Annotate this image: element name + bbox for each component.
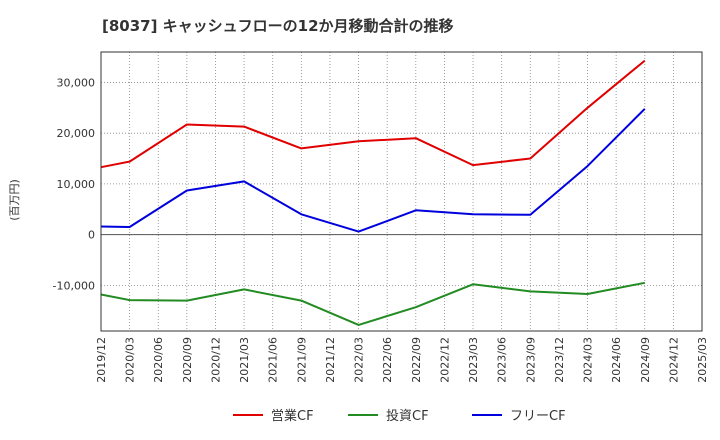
x-tick-label: 2019/12 xyxy=(95,337,108,383)
x-tick-label: 2025/03 xyxy=(696,337,709,383)
y-tick-label: -10,000 xyxy=(53,279,95,292)
y-tick-label: 20,000 xyxy=(57,127,96,140)
y-axis-label: (百万円) xyxy=(8,179,21,221)
legend-label-1: 投資CF xyxy=(386,408,429,424)
x-tick-label: 2021/06 xyxy=(267,337,280,383)
x-tick-label: 2020/03 xyxy=(124,337,137,383)
plot-frame xyxy=(100,51,703,332)
y-tick-label: 30,000 xyxy=(57,76,96,89)
x-tick-label: 2021/09 xyxy=(295,337,308,383)
x-tick-label: 2024/12 xyxy=(667,337,680,383)
x-axis-ticks: 2019/12 2020/03 2020/06 2020/09 2020/12 2021/… xyxy=(95,337,709,383)
x-tick-label: 2020/09 xyxy=(181,337,194,383)
chart-title: [8037] キャッシュフローの12か月移動合計の推移 xyxy=(102,17,454,35)
x-tick-label: 2023/06 xyxy=(496,337,509,383)
y-tick-label: 0 xyxy=(88,229,95,242)
x-tick-label: 2022/12 xyxy=(438,337,451,383)
x-tick-label: 2024/09 xyxy=(639,337,652,383)
legend-label-0: 営業CF xyxy=(271,408,314,424)
x-tick-label: 2022/06 xyxy=(381,337,394,383)
x-tick-label: 2021/03 xyxy=(238,337,251,383)
x-tick-label: 2020/12 xyxy=(209,337,222,383)
y-axis-ticks: -10,000 0 10,000 20,000 30,000 xyxy=(53,76,95,292)
legend: 営業CF 投資CF フリーCF xyxy=(233,408,566,424)
x-tick-label: 2023/09 xyxy=(524,337,537,383)
series-layer xyxy=(100,59,646,326)
plot-area xyxy=(101,52,702,331)
x-tick-label: 2021/12 xyxy=(324,337,337,383)
series-line-1 xyxy=(100,281,645,326)
series-line-2 xyxy=(100,108,646,233)
x-tick-label: 2024/06 xyxy=(610,337,623,383)
x-tick-label: 2023/03 xyxy=(467,337,480,383)
x-tick-label: 2024/03 xyxy=(582,337,595,383)
x-tick-label: 2020/06 xyxy=(152,337,165,383)
x-tick-label: 2022/03 xyxy=(353,337,366,383)
x-tick-label: 2023/12 xyxy=(553,337,566,383)
y-tick-label: 10,000 xyxy=(57,178,96,191)
x-tick-label: 2022/09 xyxy=(410,337,423,383)
legend-label-2: フリーCF xyxy=(510,409,566,424)
series-line-0 xyxy=(100,59,646,169)
